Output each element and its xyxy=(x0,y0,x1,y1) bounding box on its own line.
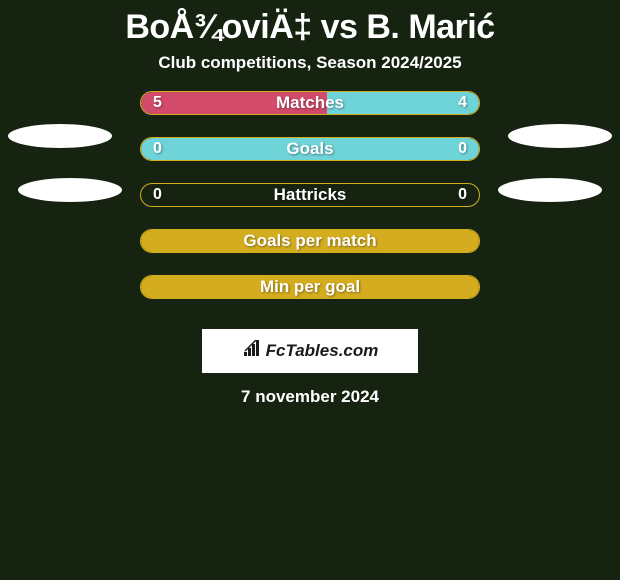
stat-label: Matches xyxy=(276,93,344,113)
player-left-avatar-placeholder-2 xyxy=(18,178,122,202)
stat-right-value: 0 xyxy=(458,140,467,158)
stat-row: 0 0 Goals xyxy=(140,137,480,161)
stat-right-value: 0 xyxy=(458,186,467,204)
stat-label: Goals xyxy=(286,139,333,159)
player-left-avatar-placeholder-1 xyxy=(8,124,112,148)
stat-bar: 5 4 Matches xyxy=(140,91,480,115)
stat-row: Min per goal xyxy=(140,275,480,299)
stat-left-value: 5 xyxy=(153,94,162,112)
date-label: 7 november 2024 xyxy=(0,387,620,407)
stat-bar-right-fill xyxy=(327,92,479,114)
stat-bar: Min per goal xyxy=(140,275,480,299)
stat-bar: 0 0 Goals xyxy=(140,137,480,161)
logo-badge: FcTables.com xyxy=(202,329,418,373)
stats-chart-icon xyxy=(242,340,262,363)
stat-label: Min per goal xyxy=(260,277,360,297)
stat-left-value: 0 xyxy=(153,186,162,204)
logo-label: FcTables.com xyxy=(266,341,379,361)
page-title: BoÅ¾oviÄ‡ vs B. Marić xyxy=(0,0,620,53)
stat-row: Goals per match xyxy=(140,229,480,253)
stat-rows: 5 4 Matches 0 0 Goals 0 0 Hattricks Goals per mat… xyxy=(0,91,620,321)
logo-text: FcTables.com xyxy=(242,340,379,363)
stat-right-value: 4 xyxy=(458,94,467,112)
page-subtitle: Club competitions, Season 2024/2025 xyxy=(0,53,620,91)
player-right-avatar-placeholder-2 xyxy=(498,178,602,202)
stat-row: 5 4 Matches xyxy=(140,91,480,115)
stat-label: Goals per match xyxy=(243,231,376,251)
stat-bar: Goals per match xyxy=(140,229,480,253)
stat-row: 0 0 Hattricks xyxy=(140,183,480,207)
player-right-avatar-placeholder-1 xyxy=(508,124,612,148)
stat-bar: 0 0 Hattricks xyxy=(140,183,480,207)
stat-label: Hattricks xyxy=(274,185,347,205)
stat-left-value: 0 xyxy=(153,140,162,158)
